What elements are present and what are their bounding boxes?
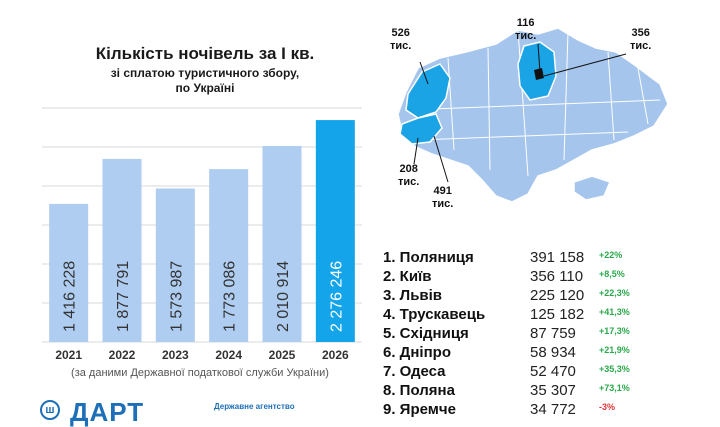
ranking-row: 5. Східниця 87 759 +17,3% [383, 324, 713, 343]
bar-value-label: 1 877 791 [115, 261, 132, 332]
ranking-city: 3. Львів [383, 287, 443, 304]
ranking-value: 87 759 [530, 325, 576, 342]
ranking-value: 391 158 [530, 249, 585, 266]
ranking-change: +17,3% [599, 326, 630, 336]
logo-caption: Державне агентство [214, 402, 295, 411]
ranking-row: 8. Поляна 35 307 +73,1% [383, 381, 713, 400]
ranking-row: 4. Трускавець 125 182 +41,3% [383, 305, 713, 324]
map-label-kyiv-region: 356 тис. [630, 27, 651, 53]
ranking-change: +35,3% [599, 364, 630, 374]
trident-icon: ш [40, 400, 60, 420]
ranking-change: +41,3% [599, 307, 630, 317]
ranking-city: 2. Київ [383, 268, 432, 285]
ranking-change: +73,1% [599, 383, 630, 393]
map-label-truskavets: 491 тис. [432, 185, 453, 211]
map-label-lviv: 526 тис. [390, 27, 411, 53]
chart-subtitle: зі сплатою туристичного збору, по Україн… [40, 66, 370, 96]
bar-2021 [49, 203, 89, 342]
map-label-kyiv-city: 116 тис. [515, 17, 536, 43]
map-label-kyiv-city-text: 116 тис. [515, 17, 537, 42]
ranking-value: 35 307 [530, 382, 576, 399]
source-note: (за даними Державної податкової служби У… [71, 367, 329, 379]
map-leader-lines [413, 43, 627, 183]
crimea [573, 175, 612, 201]
chart-title: Кількість ночівель за І кв. [95, 44, 315, 63]
x-tick-label: 2026 [322, 348, 349, 362]
map-label-lviv-text: 526 тис. [390, 27, 412, 52]
x-tick-label: 2024 [215, 348, 242, 362]
kyiv-city-marker [534, 68, 544, 80]
map-label-kyiv-region-text: 356 тис. [630, 27, 652, 52]
ranking-city: 7. Одеса [383, 363, 446, 380]
x-tick-label: 2021 [55, 348, 82, 362]
ranking-value: 34 772 [530, 401, 576, 418]
ranking-change: +22% [599, 250, 623, 260]
x-tick-label: 2023 [162, 348, 189, 362]
x-tick-label: 2025 [269, 348, 296, 362]
ranking-row: 7. Одеса 52 470 +35,3% [383, 362, 713, 381]
ranking-change: -3% [599, 402, 616, 412]
region-borders [407, 29, 661, 177]
bar-value-label: 1 773 086 [222, 261, 239, 332]
ranking-city: 9. Яремче [383, 401, 456, 418]
ranking-change: +21,9% [599, 345, 630, 355]
bar-2022 [102, 158, 142, 342]
bar-2026 [315, 120, 355, 343]
map-label-skhidnytsia: 208 тис. [398, 163, 419, 189]
ranking-row: 9. Яремче 34 772 -3% [383, 400, 713, 419]
ranking-row: 3. Львів 225 120 +22,3% [383, 286, 713, 305]
chart-subtitle-line-2: по Україні [175, 81, 235, 95]
ranking-value: 125 182 [530, 306, 585, 323]
bar-2024 [209, 169, 249, 342]
bar-value-label: 1 416 228 [62, 261, 79, 332]
ranking-value: 225 120 [530, 287, 585, 304]
map-label-truskavets-text: 491 тис. [432, 185, 454, 210]
ranking-city: 4. Трускавець [383, 306, 486, 323]
bar-2025 [262, 145, 302, 342]
ranking-row: 6. Дніпро 58 934 +21,9% [383, 343, 713, 362]
bar-value-label: 1 573 987 [168, 261, 185, 332]
ranking-change: +22,3% [599, 288, 630, 298]
logo-text: ДАРТ [70, 397, 145, 427]
bar-value-label: 2 276 246 [328, 261, 345, 332]
ranking-city: 1. Поляниця [383, 249, 474, 266]
ranking-change: +8,5% [599, 269, 625, 279]
ranking-city: 6. Дніпро [383, 344, 451, 361]
region-zakarpattia-highlight [399, 113, 443, 145]
ranking-row: 1. Поляниця 391 158 +22% [383, 248, 713, 267]
bar-value-label: 2 010 914 [275, 261, 292, 332]
chart-subtitle-line-1: зі сплатою туристичного збору, [110, 66, 300, 80]
ranking-value: 52 470 [530, 363, 576, 380]
ranking-value: 58 934 [530, 344, 576, 361]
map-label-skhidnytsia-text: 208 тис. [398, 163, 420, 188]
ranking-city: 5. Східниця [383, 325, 469, 342]
ukraine-territory [397, 27, 669, 203]
bar-chart: 1 416 228 2021 1 877 791 2022 1 573 987 2023 1… [42, 107, 362, 362]
ranking-value: 356 110 [530, 268, 584, 285]
top-destinations-list: 1. Поляниця 391 158 +22% 2. Київ 356 110… [383, 248, 713, 419]
ranking-row: 2. Київ 356 110 +8,5% [383, 267, 713, 286]
bar-2023 [155, 188, 195, 342]
dart-logo: ш ДАРТ Державне агентство [40, 397, 300, 427]
x-tick-label: 2022 [109, 348, 136, 362]
ukraine-map [397, 27, 669, 203]
region-lviv-highlight [405, 63, 451, 119]
ranking-city: 8. Поляна [383, 382, 455, 399]
